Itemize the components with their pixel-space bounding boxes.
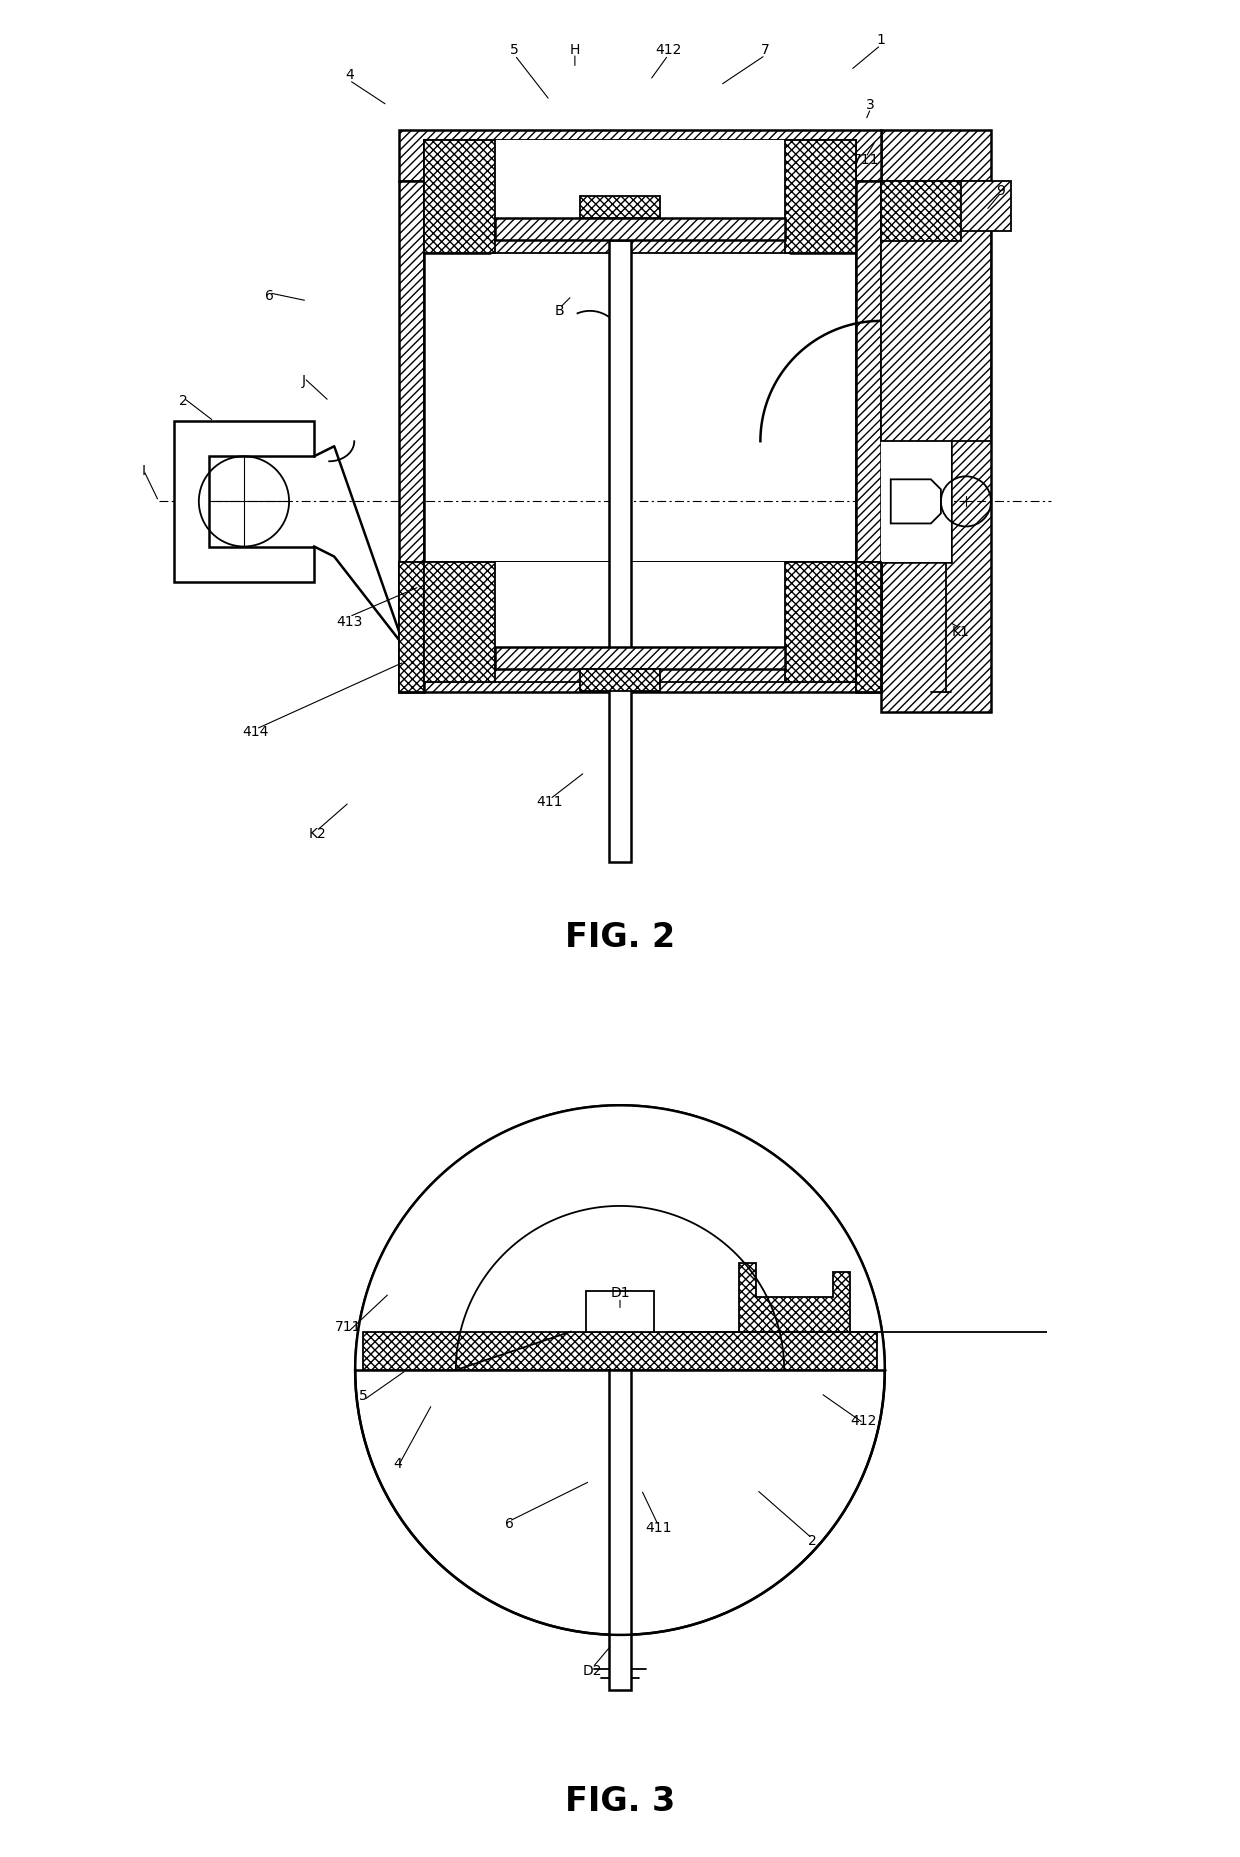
Polygon shape (739, 1263, 851, 1331)
Text: 5: 5 (511, 43, 520, 58)
Polygon shape (856, 561, 880, 693)
Polygon shape (399, 130, 880, 180)
Text: B: B (556, 305, 564, 318)
Polygon shape (785, 561, 856, 682)
Text: 711: 711 (852, 154, 879, 167)
FancyBboxPatch shape (609, 1370, 631, 1690)
Polygon shape (424, 141, 495, 253)
Text: H: H (569, 43, 580, 58)
Text: 6: 6 (264, 290, 274, 303)
Text: 9: 9 (997, 184, 1006, 197)
Polygon shape (880, 180, 961, 241)
Polygon shape (424, 561, 856, 682)
Text: D1: D1 (610, 1287, 630, 1300)
Text: K2: K2 (309, 828, 326, 841)
Text: K1: K1 (952, 624, 970, 639)
Polygon shape (363, 1331, 877, 1370)
Polygon shape (424, 561, 495, 682)
Text: 4: 4 (345, 69, 353, 82)
Polygon shape (424, 141, 856, 253)
Polygon shape (495, 561, 785, 646)
FancyBboxPatch shape (609, 240, 631, 862)
Polygon shape (495, 141, 785, 217)
Polygon shape (424, 561, 856, 682)
Polygon shape (880, 180, 991, 442)
Polygon shape (856, 180, 880, 652)
Text: 4: 4 (393, 1458, 402, 1471)
Text: 411: 411 (645, 1521, 672, 1536)
Polygon shape (399, 180, 424, 652)
Polygon shape (890, 479, 941, 524)
Text: 411: 411 (537, 795, 563, 810)
Polygon shape (174, 422, 314, 581)
Polygon shape (456, 1205, 784, 1370)
Text: 2: 2 (807, 1534, 817, 1549)
Text: FIG. 2: FIG. 2 (565, 921, 675, 954)
Text: 413: 413 (336, 615, 362, 630)
Text: FIG. 3: FIG. 3 (565, 1785, 675, 1818)
Polygon shape (399, 561, 880, 693)
Polygon shape (495, 646, 785, 669)
Polygon shape (495, 217, 785, 240)
Polygon shape (856, 652, 880, 693)
Circle shape (355, 1105, 885, 1634)
Text: 7: 7 (761, 43, 770, 58)
Polygon shape (785, 141, 856, 253)
Polygon shape (880, 180, 1011, 230)
Text: 2: 2 (180, 394, 188, 409)
Polygon shape (355, 1105, 885, 1370)
Text: 1: 1 (877, 33, 885, 46)
Text: I: I (141, 464, 145, 479)
Polygon shape (399, 561, 424, 693)
Text: 3: 3 (867, 98, 875, 111)
Text: D2: D2 (583, 1664, 603, 1677)
Text: J: J (303, 373, 306, 388)
Polygon shape (424, 141, 856, 253)
Text: 711: 711 (335, 1320, 362, 1335)
Polygon shape (880, 130, 991, 711)
Polygon shape (580, 669, 660, 691)
Polygon shape (580, 195, 660, 217)
Polygon shape (399, 652, 424, 693)
Text: 412: 412 (851, 1415, 877, 1428)
Polygon shape (880, 442, 951, 561)
Text: 412: 412 (655, 43, 681, 58)
Text: 5: 5 (360, 1389, 368, 1402)
Text: 6: 6 (505, 1517, 513, 1530)
Polygon shape (585, 1291, 655, 1331)
Text: 414: 414 (243, 724, 269, 739)
